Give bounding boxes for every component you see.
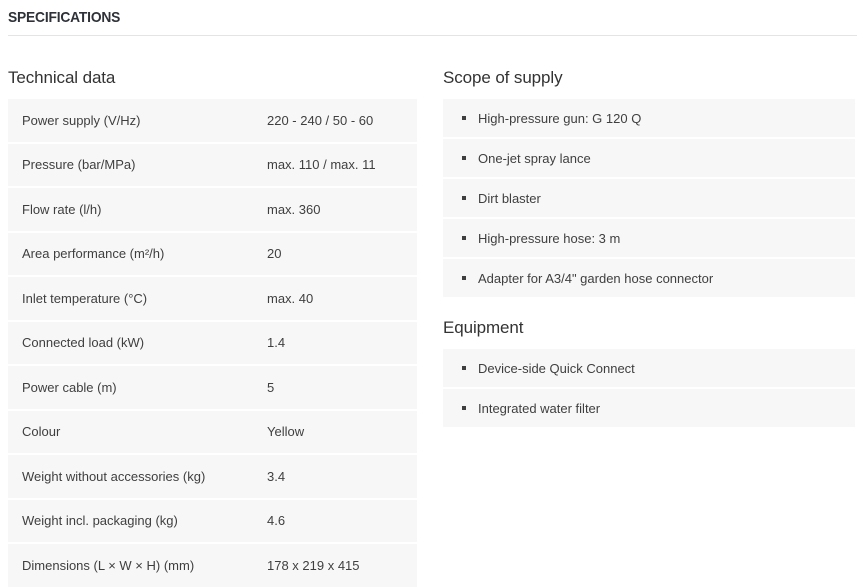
spec-table-row: Pressure (bar/MPa) max. 110 / max. 11 [8, 143, 417, 186]
technical-data-heading: Technical data [8, 68, 116, 87]
scope-of-supply-list: High-pressure gun: G 120 Q One-jet spray… [443, 99, 855, 297]
equipment-list-item: Integrated water filter [443, 389, 855, 427]
spec-row-value: 1.4 [267, 335, 286, 351]
spec-table-row: Dimensions (L × W × H) (mm) 178 x 219 x … [8, 544, 417, 587]
spec-row-value: 5 [267, 379, 275, 395]
spec-table-row: Power supply (V/Hz) 220 - 240 / 50 - 60 [8, 99, 417, 142]
page-title: SPECIFICATIONS [8, 9, 121, 26]
spec-row-label: Flow rate (l/h) [22, 201, 102, 217]
spec-table-row: Flow rate (l/h) max. 360 [8, 188, 417, 231]
spec-row-value: max. 360 [267, 201, 321, 217]
header-divider [8, 35, 857, 36]
bullet-icon [462, 116, 466, 120]
spec-row-value: 3.4 [267, 468, 286, 484]
bullet-icon [462, 156, 466, 160]
equipment-list: Device-side Quick Connect Integrated wat… [443, 349, 855, 427]
spec-table-row: Connected load (kW) 1.4 [8, 321, 417, 364]
equipment-item-label: Device-side Quick Connect [478, 360, 635, 376]
spec-table-row: Area performance (m²/h) 20 [8, 232, 417, 275]
spec-table-row: Inlet temperature (°C) max. 40 [8, 277, 417, 320]
supply-item-label: Adapter for A3/4" garden hose connector [478, 270, 714, 286]
supply-equipment-column: Scope of supply High-pressure gun: G 120… [443, 44, 855, 587]
spec-table-row: Power cable (m) 5 [8, 366, 417, 409]
spec-row-value: max. 40 [267, 290, 314, 306]
supply-item-label: One-jet spray lance [478, 150, 591, 166]
bullet-icon [462, 276, 466, 280]
technical-data-table: Power supply (V/Hz) 220 - 240 / 50 - 60 … [8, 99, 417, 587]
spec-row-label: Inlet temperature (°C) [22, 290, 148, 306]
spec-row-label: Weight without accessories (kg) [22, 468, 206, 484]
supply-item-label: High-pressure hose: 3 m [478, 230, 621, 246]
bullet-icon [462, 236, 466, 240]
supply-item-label: Dirt blaster [478, 190, 541, 206]
technical-data-column: Technical data Power supply (V/Hz) 220 -… [8, 44, 417, 587]
specifications-header: SPECIFICATIONS [0, 0, 865, 36]
bullet-icon [462, 366, 466, 370]
spec-row-value: Yellow [267, 424, 305, 440]
content-columns: Technical data Power supply (V/Hz) 220 -… [0, 44, 865, 587]
spec-row-value: max. 110 / max. 11 [267, 157, 376, 173]
equipment-list-item: Device-side Quick Connect [443, 349, 855, 387]
spec-row-label: Power supply (V/Hz) [22, 112, 141, 128]
spec-row-label: Colour [22, 424, 61, 440]
supply-list-item: One-jet spray lance [443, 139, 855, 177]
spec-row-label: Area performance (m²/h) [22, 246, 165, 262]
equipment-heading: Equipment [443, 318, 524, 337]
spec-row-label: Weight incl. packaging (kg) [22, 513, 178, 529]
supply-list-item: Dirt blaster [443, 179, 855, 217]
spec-row-value: 20 [267, 246, 282, 262]
scope-of-supply-heading: Scope of supply [443, 68, 563, 87]
supply-item-label: High-pressure gun: G 120 Q [478, 110, 642, 126]
spec-row-value: 178 x 219 x 415 [267, 557, 360, 573]
supply-list-item: High-pressure hose: 3 m [443, 219, 855, 257]
spec-table-row: Weight incl. packaging (kg) 4.6 [8, 499, 417, 542]
spec-row-value: 220 - 240 / 50 - 60 [267, 112, 374, 128]
spec-row-label: Power cable (m) [22, 379, 117, 395]
spec-row-label: Dimensions (L × W × H) (mm) [22, 557, 195, 573]
supply-list-item: Adapter for A3/4" garden hose connector [443, 259, 855, 297]
spec-table-row: Weight without accessories (kg) 3.4 [8, 455, 417, 498]
supply-list-item: High-pressure gun: G 120 Q [443, 99, 855, 137]
spec-table-row: Colour Yellow [8, 410, 417, 453]
spec-row-label: Connected load (kW) [22, 335, 145, 351]
equipment-item-label: Integrated water filter [478, 400, 601, 416]
bullet-icon [462, 406, 466, 410]
spec-row-label: Pressure (bar/MPa) [22, 157, 136, 173]
bullet-icon [462, 196, 466, 200]
spec-row-value: 4.6 [267, 513, 286, 529]
